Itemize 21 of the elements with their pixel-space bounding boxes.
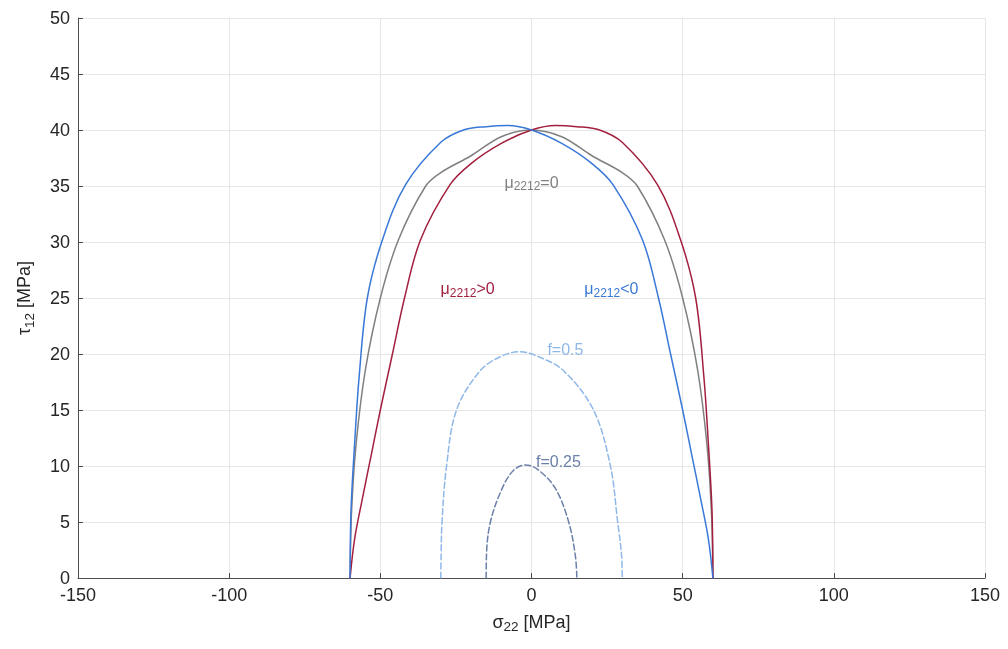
y-tick-label: 35: [49, 176, 70, 196]
y-tick-label: 50: [49, 8, 70, 28]
x-tick-label: 0: [526, 585, 537, 605]
y-tick-label: 15: [49, 400, 70, 420]
x-tick-label: 100: [818, 585, 849, 605]
y-tick-label: 30: [49, 232, 70, 252]
y-tick-label: 45: [49, 64, 70, 84]
x-tick-label: 50: [672, 585, 693, 605]
y-tick-label: 10: [49, 456, 70, 476]
series-label: f=0.25: [535, 453, 582, 471]
y-axis-title: τ12 [MPa]: [14, 260, 37, 336]
y-tick-label: 25: [49, 288, 70, 308]
y-tick-label: 20: [49, 344, 70, 364]
y-tick-label: 40: [49, 120, 70, 140]
x-tick-label: 150: [969, 585, 1001, 605]
x-tick-label: -150: [59, 585, 97, 605]
x-tick-label: -50: [367, 585, 394, 605]
series-label: f=0.5: [547, 341, 584, 359]
y-tick-label: 5: [59, 512, 70, 532]
x-tick-label: -100: [211, 585, 248, 605]
y-tick-label: 0: [59, 568, 70, 588]
